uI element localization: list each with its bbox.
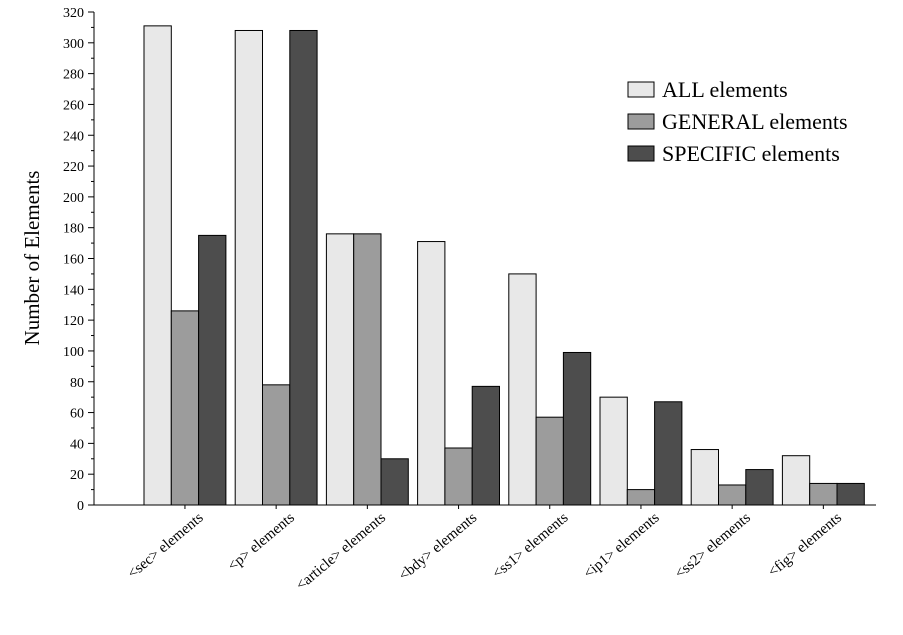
- y-tick-label: 100: [63, 345, 84, 360]
- bar: [690, 449, 720, 506]
- bar: [626, 489, 656, 506]
- y-tick-label: 300: [63, 37, 84, 52]
- bar: [289, 29, 318, 506]
- y-tick-label: 40: [70, 437, 84, 452]
- x-category-label: <fig> elements: [765, 510, 845, 581]
- bar: [143, 25, 172, 506]
- legend-swatch: [627, 113, 655, 130]
- x-category-label: <bdy> elements: [396, 510, 480, 584]
- y-tick-label: 160: [63, 253, 84, 268]
- y-tick-label: 220: [63, 160, 84, 175]
- y-tick-label: 240: [63, 129, 84, 144]
- x-category-label: <ss2> elements: [672, 510, 754, 582]
- bar: [718, 484, 747, 506]
- bar: [198, 234, 227, 506]
- bar: [654, 401, 683, 506]
- legend-label: GENERAL elements: [662, 109, 848, 134]
- bar: [508, 273, 537, 506]
- y-tick-label: 60: [70, 407, 84, 422]
- y-axis-title: Number of Elements: [20, 171, 44, 346]
- bar: [234, 29, 263, 506]
- legend-label: ALL elements: [662, 77, 788, 102]
- bar: [781, 455, 811, 506]
- bar: [353, 233, 382, 506]
- bar: [809, 482, 838, 506]
- bar: [745, 469, 774, 506]
- bar: [380, 458, 409, 506]
- y-tick-label: 80: [70, 376, 84, 391]
- bar: [170, 310, 200, 506]
- y-tick-label: 280: [63, 68, 84, 83]
- y-ticks-group: 0 20 40 60 80 100 120 140 160 180 200 220 240 260 280 3…: [63, 6, 94, 514]
- bar: [836, 482, 865, 506]
- y-tick-label: 200: [63, 191, 84, 206]
- legend-swatch: [627, 81, 655, 98]
- bar: [444, 447, 473, 506]
- bar: [417, 241, 446, 506]
- y-tick-label: 260: [63, 98, 84, 113]
- bar: [325, 233, 355, 506]
- y-tick-label: 20: [70, 468, 84, 483]
- bar: [599, 396, 628, 506]
- y-tick-label: 320: [63, 6, 84, 21]
- x-category-label: <article> elements: [293, 510, 389, 594]
- bar: [471, 385, 501, 506]
- bar: [535, 416, 564, 506]
- legend: ALL elements GENERAL elements SPECIFIC ele…: [627, 77, 848, 166]
- x-category-label: <ip1> elements: [581, 510, 663, 582]
- bar: [262, 384, 291, 506]
- x-category-label: <sec> elements: [125, 510, 207, 582]
- y-tick-label: 140: [63, 283, 84, 298]
- y-tick-label: 180: [63, 222, 84, 237]
- x-labels-group: <sec> elements <p> elements<article> elem…: [125, 505, 845, 594]
- x-category-label: <ss1> elements: [490, 510, 572, 582]
- bar: [562, 351, 592, 506]
- legend-swatch: [627, 145, 655, 162]
- legend-label: SPECIFIC elements: [662, 141, 840, 166]
- bars-group: [143, 25, 865, 506]
- y-tick-label: 0: [77, 499, 84, 514]
- y-tick-label: 120: [63, 314, 84, 329]
- x-category-label: <p> elements: [225, 510, 298, 575]
